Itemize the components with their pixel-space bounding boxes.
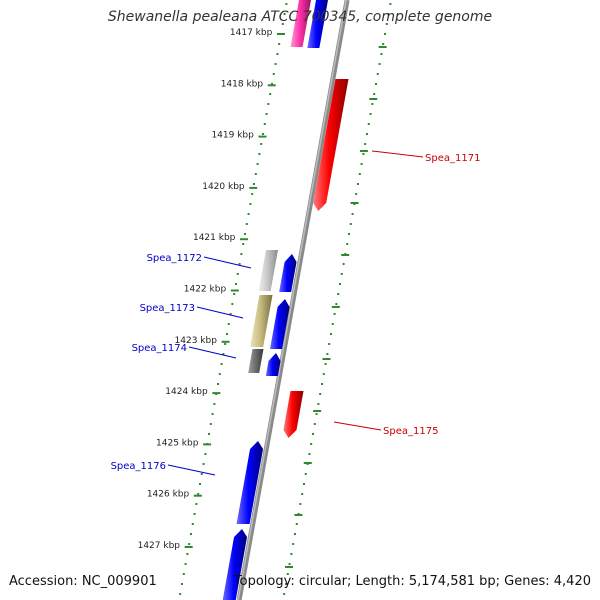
backbone-line — [236, 0, 350, 600]
gene-label: Spea_1172 — [147, 253, 202, 264]
kbp-label: 1427 kbp — [138, 541, 181, 551]
gene-leader-line — [188, 346, 237, 359]
gene-arrow-olive — [250, 295, 273, 347]
gene-arrow-spea1172 — [279, 254, 297, 292]
gene-leader-line — [333, 421, 382, 431]
gene-arrow-1427-blue — [222, 529, 248, 600]
genome-title: Shewanella pealeana ATCC 700345, complet… — [107, 9, 493, 25]
gene-leader-line — [167, 464, 216, 476]
gene-label: Spea_1171 — [425, 153, 480, 164]
kbp-label: 1426 kbp — [147, 490, 190, 500]
gene-leader-line — [196, 306, 244, 319]
gene-label: Spea_1174 — [132, 343, 187, 354]
gene-arrow-spea1173 — [270, 299, 290, 349]
gene-arrow-1417-blue — [307, 0, 328, 48]
gene-arrow-spea1175 — [283, 391, 304, 438]
kbp-label: 1417 kbp — [230, 28, 273, 38]
kbp-label: 1420 kbp — [202, 182, 245, 192]
kbp-label: 1418 kbp — [221, 79, 264, 89]
accession-label: Accession: NC_009901 — [9, 574, 157, 589]
gene-leader-line — [371, 150, 424, 158]
gene-label: Spea_1175 — [383, 426, 438, 437]
gene-arrow-gray-dark — [248, 349, 264, 373]
kbp-label: 1425 kbp — [156, 438, 199, 448]
kbp-label: 1423 kbp — [175, 336, 218, 346]
kbp-label: 1424 kbp — [165, 387, 208, 397]
gene-label: Spea_1176 — [111, 461, 166, 472]
kbp-label: 1419 kbp — [211, 131, 254, 141]
kbp-label: 1422 kbp — [184, 285, 227, 295]
gene-arrow-spea1171 — [313, 79, 349, 211]
gene-arrow-gray-light — [258, 250, 278, 291]
gene-arrow-spea1174 — [265, 353, 281, 376]
gene-label: Spea_1173 — [140, 303, 195, 314]
gene-leader-line — [203, 256, 252, 269]
gene-arrow-spea1176 — [236, 441, 264, 524]
gene-arrow-pink — [290, 0, 311, 47]
kbp-label: 1421 kbp — [193, 233, 236, 243]
genome-summary-label: Topology: circular; Length: 5,174,581 bp… — [233, 574, 591, 589]
backbone-highlight — [237, 0, 347, 600]
